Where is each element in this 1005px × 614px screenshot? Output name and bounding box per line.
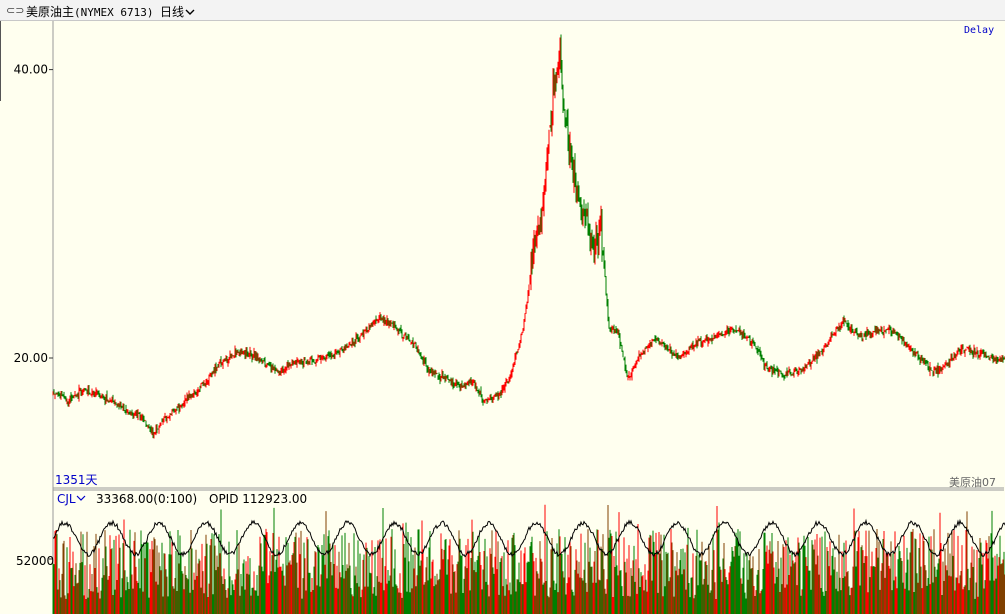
link-icon[interactable]: ⊂⊃: [6, 4, 25, 17]
symbol-code: (NYMEX 6713): [74, 6, 154, 19]
price-tick-label: 40.00: [14, 63, 48, 77]
volume-bars: [52, 504, 1005, 614]
period-selector[interactable]: 日线: [160, 3, 195, 20]
price-candles: [52, 34, 1005, 439]
volume-value: 33368.00(0:100): [96, 492, 197, 506]
symbol-name: 美原油主: [26, 5, 75, 19]
opid-value: OPID 112923.00: [209, 492, 307, 506]
period-label: 日线: [160, 5, 185, 19]
volume-y-tick: 52000: [16, 554, 54, 568]
candlestick-chart[interactable]: 20.00 40.00 Delay 1351天 美原油07 CJL 33368.0…: [0, 21, 1005, 614]
symbol-title: 美原油主(NYMEX 6713): [26, 3, 154, 20]
chart-frame: [0, 21, 1004, 614]
delay-label: Delay: [964, 25, 994, 36]
price-tick-label: 20.00: [14, 351, 48, 365]
volume-indicator-label[interactable]: CJL: [57, 492, 76, 506]
price-axis: 20.00 40.00: [14, 63, 53, 560]
days-count-label: 1351天: [55, 473, 98, 487]
contract-label: 美原油07: [949, 475, 996, 489]
open-interest-line: [52, 518, 1005, 559]
chart-header-bar: ⊂⊃ 美原油主(NYMEX 6713) 日线: [0, 0, 1005, 21]
indicator-chevron-icon[interactable]: [76, 495, 86, 501]
chevron-down-icon: [185, 9, 195, 15]
